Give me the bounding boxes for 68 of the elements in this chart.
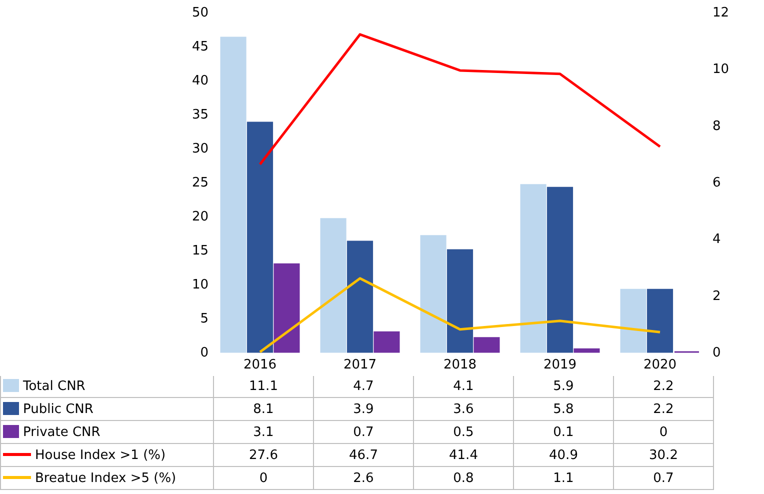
x-tick-label: 2020	[643, 358, 677, 372]
data-label: 8.1	[214, 398, 314, 420]
y2-tick-label: 4	[712, 232, 721, 248]
x-tick-label: 2019	[543, 358, 577, 372]
y2-tick-label: 0	[712, 346, 721, 360]
bar	[574, 348, 600, 353]
data-label: 0.8	[414, 466, 514, 490]
y-tick-label: 15	[192, 244, 208, 258]
data-label: 2.6	[314, 466, 414, 490]
bar	[220, 36, 246, 353]
data-label: 0.7	[314, 420, 414, 444]
data-label: 0.7	[614, 466, 714, 490]
y2-tick-label: 12	[712, 6, 730, 20]
y-tick-label: 5	[200, 312, 208, 326]
bar	[520, 184, 546, 353]
data-label: 40.9	[514, 444, 614, 466]
data-label: 3.1	[214, 420, 314, 444]
bar	[646, 288, 674, 353]
y-tick-label: 40	[192, 74, 208, 88]
x-tick-label: 2016	[243, 358, 277, 372]
data-label: 3.9	[314, 398, 414, 420]
x-tick-label: 2017	[343, 358, 377, 372]
data-label: 3.6	[414, 398, 514, 420]
data-label: 41.4	[414, 444, 514, 466]
data-label: 30.2	[614, 444, 714, 466]
legend-label: Breatue Index >5 (%)	[0, 466, 214, 490]
y2-tick-label: 6	[712, 176, 721, 190]
y-tick-label: 0	[200, 346, 208, 360]
bar	[374, 331, 400, 353]
data-label: 46.7	[314, 444, 414, 466]
legend-label: Total CNR	[0, 374, 214, 398]
bar	[346, 240, 374, 353]
y-tick-label: 45	[192, 40, 208, 54]
legend-label: House Index >1 (%)	[0, 444, 214, 466]
data-label: 0.5	[414, 420, 514, 444]
y-tick-label: 10	[192, 278, 208, 292]
y2-tick-label: 8	[712, 118, 721, 134]
data-label: 4.7	[314, 374, 414, 398]
y-tick-label: 30	[192, 142, 208, 156]
data-label: 27.6	[214, 444, 314, 466]
data-label: 5.9	[514, 374, 614, 398]
bar	[274, 263, 300, 353]
data-label: 0	[614, 420, 714, 444]
y-tick-label: 50	[192, 6, 208, 20]
data-label: 4.1	[414, 374, 514, 398]
bar	[420, 235, 446, 353]
y-tick-label: 25	[192, 176, 208, 190]
y2-tick-label: 10	[712, 62, 730, 78]
y2-tick-label: 2	[712, 288, 721, 304]
data-label: 1.1	[514, 466, 614, 490]
y-tick-label: 20	[192, 210, 208, 224]
bar	[620, 288, 646, 353]
data-label: 2.2	[614, 374, 714, 398]
bar	[546, 186, 574, 353]
data-label: 0.1	[514, 420, 614, 444]
x-tick-label: 2018	[443, 358, 477, 372]
bar	[446, 249, 474, 353]
data-label: 11.1	[214, 374, 314, 398]
line-series	[258, 33, 662, 166]
line-series	[258, 277, 662, 354]
legend-label: Public CNR	[0, 398, 214, 420]
y-tick-label: 35	[192, 108, 208, 122]
legend-label: Private CNR	[0, 420, 214, 444]
bar	[320, 218, 346, 353]
bar	[474, 337, 500, 353]
bar	[246, 122, 274, 353]
data-label: 5.8	[514, 398, 614, 420]
data-label: 2.2	[614, 398, 714, 420]
